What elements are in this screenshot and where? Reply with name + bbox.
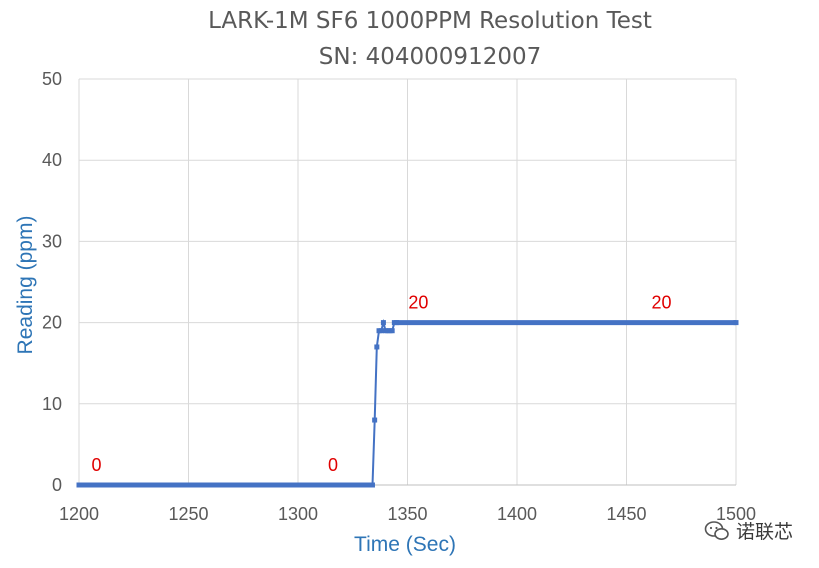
- watermark-text: 诺联芯: [735, 521, 793, 543]
- x-axis-label: Time (Sec): [354, 533, 456, 556]
- data-label: 20: [408, 293, 428, 313]
- data-point: [394, 320, 400, 326]
- data-label: 0: [92, 455, 102, 475]
- x-tick-labels: 1200 1250 1300 1350 1400 1450 1500: [59, 504, 756, 524]
- x-tick-label: 1450: [606, 504, 646, 524]
- watermark: 诺联芯: [704, 517, 793, 544]
- data-label: 0: [328, 455, 338, 475]
- y-tick-label: 30: [42, 231, 62, 251]
- data-point: [372, 417, 378, 423]
- data-point: [733, 320, 739, 326]
- y-tick-label: 40: [42, 150, 62, 170]
- data-point: [374, 344, 380, 350]
- chart-title: LARK-1M SF6 1000PPM Resolution Test: [208, 8, 652, 34]
- data-point: [76, 482, 82, 488]
- data-point: [378, 328, 384, 334]
- y-tick-label: 20: [42, 313, 62, 333]
- y-tick-label: 0: [52, 475, 62, 495]
- y-tick-label: 10: [42, 394, 62, 414]
- y-tick-labels: 0 10 20 30 40 50: [42, 69, 62, 495]
- data-point: [380, 320, 386, 326]
- wechat-icon: [704, 520, 730, 542]
- data-series: [76, 318, 739, 488]
- x-tick-label: 1250: [168, 504, 208, 524]
- y-axis-label: Reading (ppm): [14, 216, 37, 355]
- y-tick-label: 50: [42, 69, 62, 89]
- data-point: [369, 482, 375, 488]
- x-tick-label: 1350: [387, 504, 427, 524]
- gridlines: [78, 78, 737, 485]
- x-tick-label: 1400: [497, 504, 537, 524]
- x-tick-label: 1300: [278, 504, 318, 524]
- data-point: [389, 328, 395, 334]
- data-labels: 0 0 20 20: [92, 293, 672, 475]
- data-label: 20: [652, 293, 672, 313]
- chart-subtitle: SN: 404000912007: [319, 44, 541, 70]
- x-tick-label: 1500: [716, 504, 756, 524]
- x-tick-label: 1200: [59, 504, 99, 524]
